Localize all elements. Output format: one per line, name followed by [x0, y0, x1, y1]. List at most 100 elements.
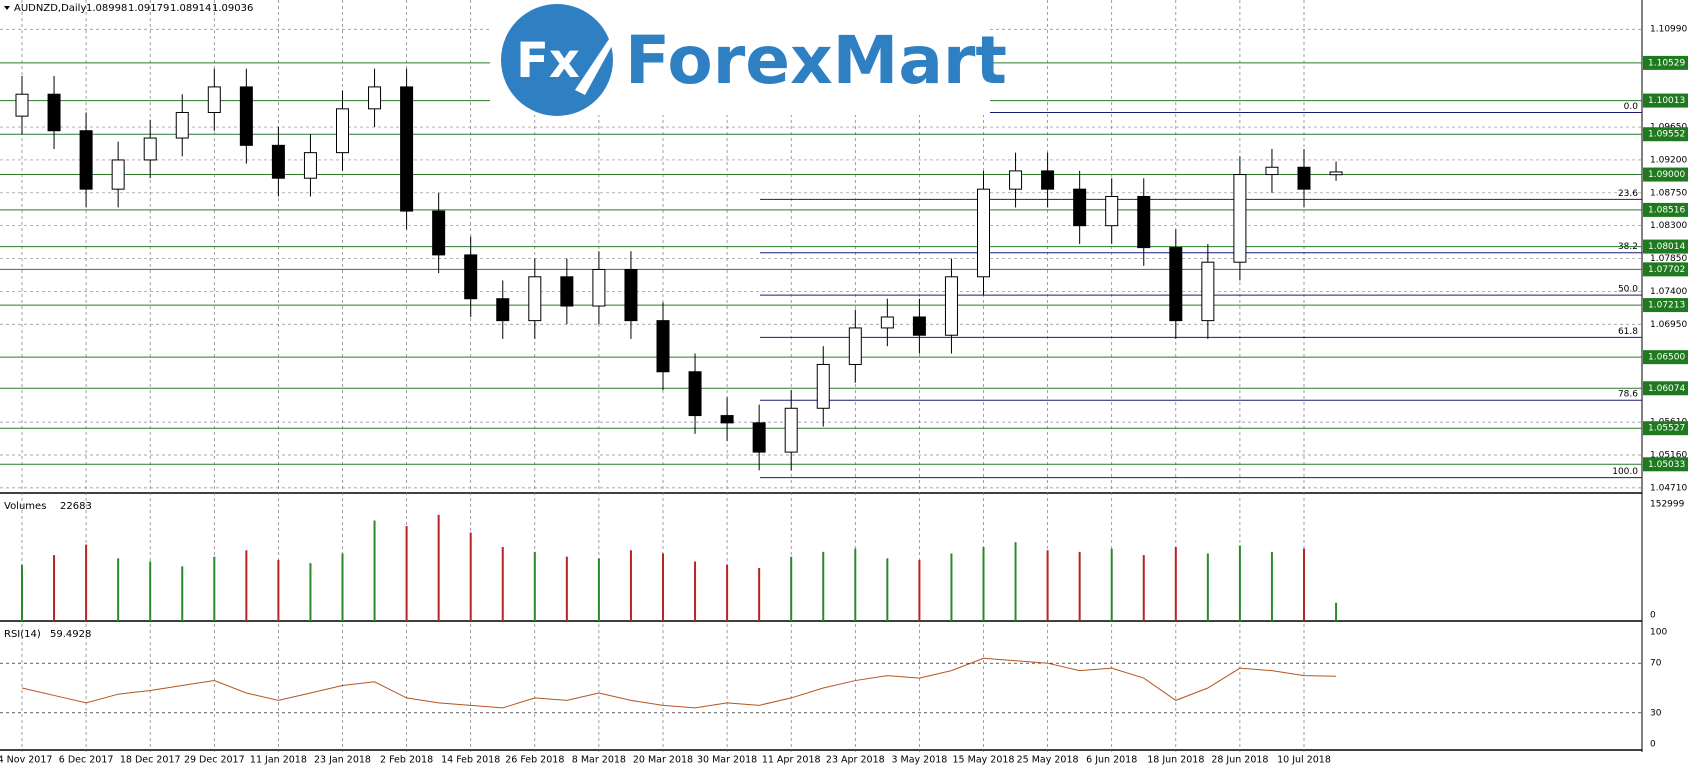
volume-bar	[21, 564, 23, 621]
volume-bar	[790, 556, 793, 621]
volume-bar	[822, 551, 825, 621]
ohlc: 1.08998	[86, 3, 127, 14]
x-tick-label: 18 Jun 2018	[1147, 755, 1204, 766]
candle-body	[720, 415, 734, 424]
candle-body	[688, 371, 702, 417]
x-tick-label: 11 Jan 2018	[250, 755, 307, 766]
panel-value: 59.4928	[50, 629, 91, 640]
level-label: 1.09000	[1648, 170, 1685, 180]
volume-bar	[1174, 547, 1177, 621]
x-tick-label: 18 Dec 2017	[120, 755, 181, 766]
y-tick-label: 1.07400	[1650, 287, 1687, 297]
candle-body	[1041, 170, 1055, 190]
volume-bar	[1110, 548, 1113, 621]
candle-body	[464, 254, 478, 300]
candle-body	[400, 86, 414, 212]
volume-bar	[597, 558, 600, 621]
level-tag	[1643, 239, 1688, 254]
level-label: 1.10013	[1648, 96, 1685, 106]
candle-body	[592, 269, 606, 307]
volume-bar	[533, 551, 536, 621]
panel-value: 22683	[60, 501, 92, 512]
volume-bar	[1335, 602, 1338, 621]
candle-body	[1169, 247, 1183, 322]
level-tag	[1643, 127, 1688, 142]
candle-body	[303, 152, 317, 179]
y-tick-label: 70	[1650, 659, 1662, 669]
level-tag	[1643, 298, 1688, 313]
candle-body	[271, 144, 285, 179]
x-tick-label: 8 Mar 2018	[572, 755, 626, 766]
level-label: 1.08516	[1648, 205, 1685, 215]
candle-body	[207, 86, 221, 113]
x-tick-label: 2 Feb 2018	[380, 755, 433, 766]
x-tick-label: 10 Jul 2018	[1277, 755, 1331, 766]
volume-bar	[1046, 550, 1049, 621]
y-tick-label: 30	[1650, 708, 1662, 718]
rsi-line	[21, 657, 1337, 709]
fib-label: 0.0	[1624, 102, 1639, 112]
candle-body	[496, 298, 510, 322]
fib-label: 61.8	[1618, 327, 1638, 337]
level-tag	[1643, 381, 1688, 396]
volume-bar	[1078, 551, 1081, 621]
candle-body	[784, 407, 798, 453]
header: AUDNZD,Daily 1.08998 1.09179 1.08914 1.0…	[4, 3, 253, 14]
x-tick-label: 20 Mar 2018	[633, 755, 693, 766]
y-tick-label: 152999	[1650, 500, 1685, 510]
candle-body	[1265, 166, 1279, 176]
logo-arrow	[575, 12, 628, 95]
volume-bar	[53, 555, 56, 621]
panel-title: RSI(14)	[4, 629, 41, 640]
candle-body	[944, 276, 958, 336]
volume-bar	[1206, 553, 1209, 621]
candle-body	[1073, 188, 1087, 227]
y-tick-label: 1.05160	[1650, 451, 1687, 461]
fib-label: 50.0	[1618, 285, 1638, 295]
candle-body	[1329, 171, 1343, 176]
volume-bar	[886, 558, 889, 621]
level-tag	[1643, 262, 1688, 277]
x-tick-label: 28 Jun 2018	[1211, 755, 1268, 766]
level-label: 1.07213	[1648, 301, 1685, 311]
candle-body	[880, 316, 894, 329]
volume-bar	[982, 547, 985, 621]
candle-body	[560, 276, 574, 307]
volume-bar	[1014, 542, 1017, 621]
volume-bar	[1270, 551, 1273, 621]
candle-body	[752, 422, 766, 453]
level-tag	[1643, 167, 1688, 182]
volume-bar	[854, 548, 857, 621]
x-tick-label: 23 Jan 2018	[314, 755, 371, 766]
volume-bar	[758, 567, 761, 621]
x-tick-label: 3 May 2018	[891, 755, 947, 766]
candle-body	[79, 130, 93, 190]
level-label: 1.10529	[1648, 58, 1685, 68]
y-tick-label: 1.08300	[1650, 221, 1687, 231]
y-tick-label: 1.10990	[1650, 25, 1687, 35]
y-tick-label: 1.07850	[1650, 254, 1687, 264]
symbol: AUDNZD,Daily	[14, 3, 86, 14]
volume-bar	[565, 556, 568, 621]
volume-bar	[213, 556, 216, 621]
volume-bar	[1238, 545, 1241, 621]
volume-bar	[405, 526, 408, 621]
volume-bar	[726, 564, 729, 621]
ohlc: 1.09179	[128, 3, 169, 14]
candle-body	[816, 363, 830, 409]
x-tick-label: 24 Nov 2017	[0, 755, 52, 766]
level-label: 1.05033	[1648, 460, 1685, 470]
fib-label: 38.2	[1618, 242, 1638, 252]
x-tick-label: 30 Mar 2018	[697, 755, 757, 766]
y-tick-label: 1.04710	[1650, 483, 1687, 493]
level-label: 1.08014	[1648, 242, 1685, 252]
level-tag	[1643, 202, 1688, 217]
fib-label: 100.0	[1612, 467, 1638, 477]
candle-body	[624, 269, 638, 322]
candle-body	[977, 188, 990, 278]
ohlc: 1.09036	[212, 3, 253, 14]
volume-bar	[1142, 555, 1145, 621]
level-tag	[1643, 55, 1688, 70]
